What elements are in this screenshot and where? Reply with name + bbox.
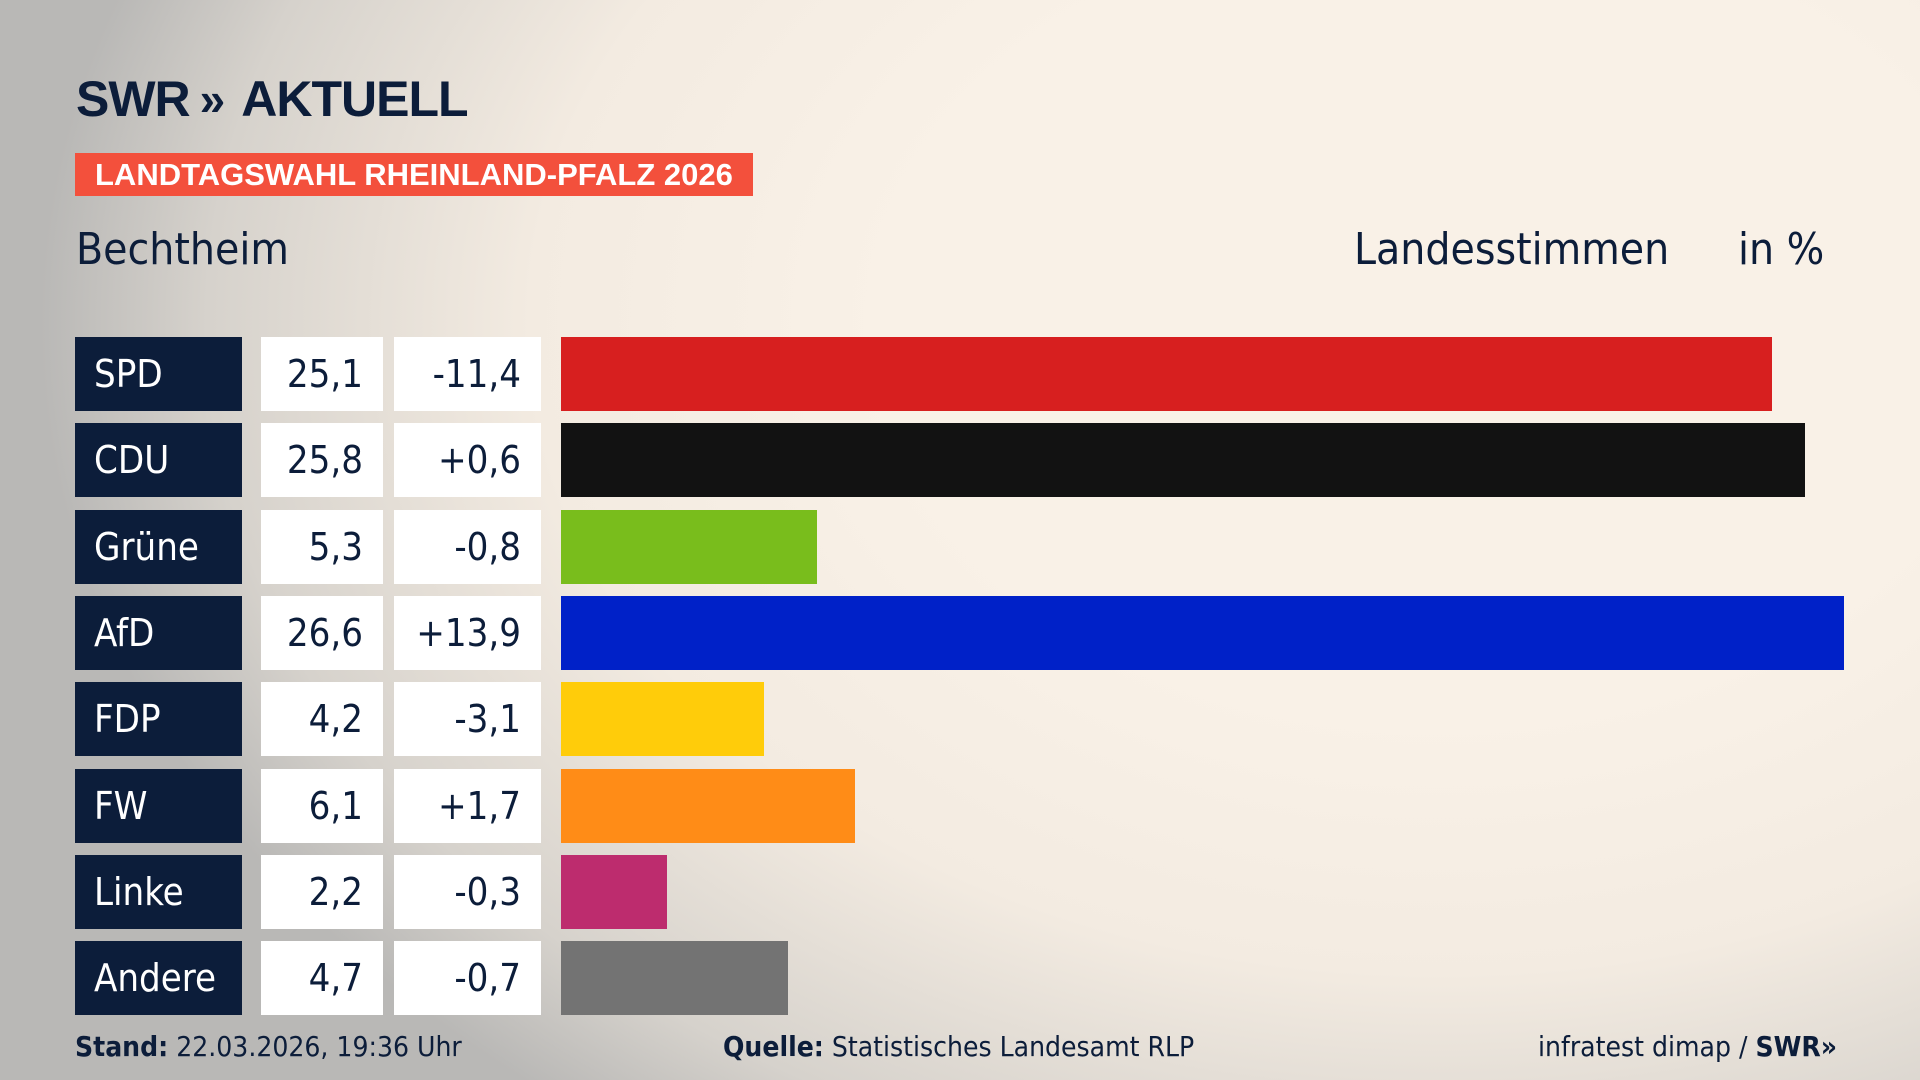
party-row: SPD 25,1 -11,4 (0, 337, 1920, 411)
party-change: -3,1 (394, 682, 541, 757)
party-value: 4,2 (261, 682, 383, 757)
party-change: -0,8 (394, 509, 541, 584)
credit-info: infratest dimap / SWR» (1538, 1028, 1837, 1066)
source-value: Statistisches Landesamt RLP (831, 1030, 1195, 1063)
party-value: 25,8 (261, 423, 383, 498)
party-change: +13,9 (394, 595, 541, 670)
party-value: 6,1 (261, 768, 383, 843)
party-change: -0,3 (394, 854, 541, 929)
swr-small-logo: SWR» (1755, 1030, 1838, 1063)
party-name: CDU (75, 423, 242, 498)
party-change: -0,7 (394, 941, 541, 1016)
party-value: 25,1 (261, 337, 383, 411)
party-row: Linke 2,2 -0,3 (0, 854, 1920, 929)
swr-aktuell-logo: SWR» AKTUELL (76, 70, 469, 128)
source-label: Quelle: (723, 1030, 824, 1063)
election-banner: LANDTAGSWAHL RHEINLAND-PFALZ 2026 (75, 153, 753, 196)
party-bar (561, 941, 788, 1016)
party-bar (561, 509, 817, 584)
party-change: +1,7 (394, 768, 541, 843)
party-name: Linke (75, 854, 242, 929)
party-name: FDP (75, 682, 242, 757)
party-value: 4,7 (261, 941, 383, 1016)
credit-text: infratest dimap / (1538, 1030, 1748, 1063)
chevrons-icon: » (199, 73, 225, 125)
party-name: AfD (75, 595, 242, 670)
party-bar (561, 682, 764, 757)
party-row: FDP 4,2 -3,1 (0, 682, 1920, 757)
party-bar (561, 768, 856, 843)
party-change: -11,4 (394, 337, 541, 411)
party-row: FW 6,1 +1,7 (0, 768, 1920, 843)
party-row: Grüne 5,3 -0,8 (0, 509, 1920, 584)
party-name: SPD (75, 337, 242, 411)
logo-text: SWR (76, 71, 191, 127)
party-name: FW (75, 768, 242, 843)
party-bar (561, 423, 1806, 498)
stand-label: Stand: (75, 1030, 169, 1063)
party-change: +0,6 (394, 423, 541, 498)
party-bar (561, 337, 1772, 411)
party-value: 5,3 (261, 509, 383, 584)
stand-value: 22.03.2026, 19:36 Uhr (176, 1030, 462, 1063)
party-bar (561, 595, 1844, 670)
source-info: Quelle: Statistisches Landesamt RLP (723, 1028, 1194, 1066)
party-name: Grüne (75, 509, 242, 584)
party-row: CDU 25,8 +0,6 (0, 423, 1920, 498)
party-value: 26,6 (261, 595, 383, 670)
party-bar (561, 854, 668, 929)
party-name: Andere (75, 941, 242, 1016)
unit-label: in % (1738, 224, 1825, 275)
party-value: 2,2 (261, 854, 383, 929)
metric-label: Landesstimmen (1354, 224, 1670, 275)
party-row: AfD 26,6 +13,9 (0, 595, 1920, 670)
place-title: Bechtheim (76, 224, 289, 275)
stand-info: Stand: 22.03.2026, 19:36 Uhr (75, 1028, 462, 1066)
party-row: Andere 4,7 -0,7 (0, 941, 1920, 1016)
logo-suffix: AKTUELL (241, 71, 468, 127)
